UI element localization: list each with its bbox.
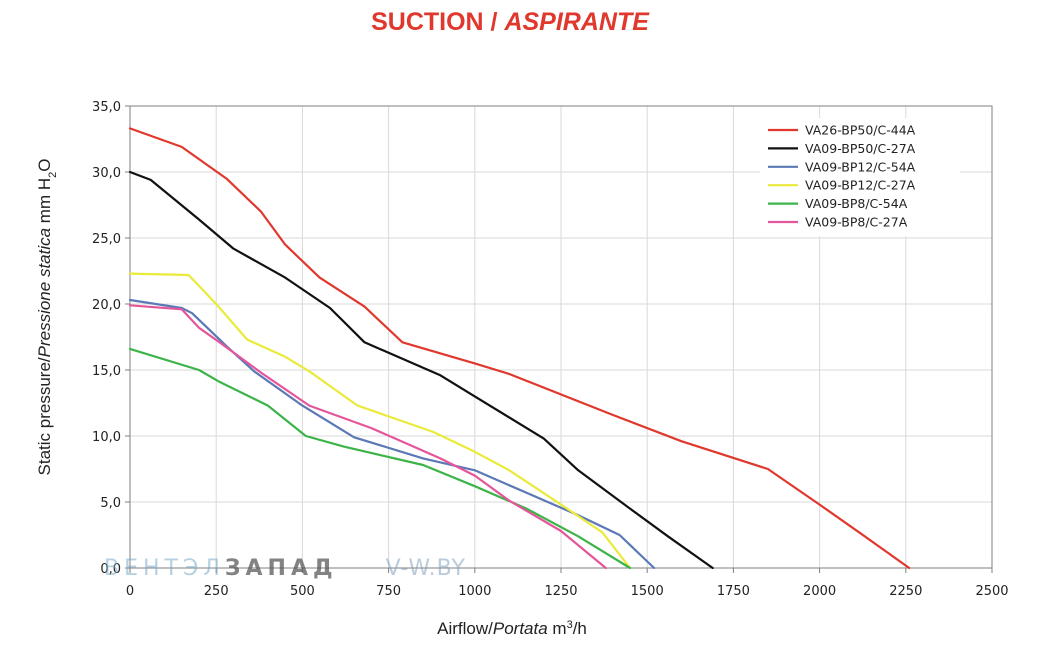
- y-tick-label: 35,0: [92, 100, 121, 115]
- series-line: [128, 170, 714, 570]
- legend-box: [760, 118, 960, 237]
- x-tick-label: 1500: [631, 584, 664, 599]
- x-tick-label: 2000: [803, 584, 836, 599]
- legend-label: VA09-BP12/C-27A: [805, 178, 916, 193]
- series-line: [128, 272, 632, 570]
- legend-label: VA09-BP8/C-54A: [805, 196, 908, 211]
- y-tick-label: 10,0: [92, 430, 121, 445]
- y-axis-title: Static pressure/Pressione statica mm H2O: [35, 159, 59, 476]
- series-lines: [128, 127, 911, 570]
- x-tick-label: 1750: [717, 584, 750, 599]
- x-tick-label: 2250: [889, 584, 922, 599]
- x-tick-label: 1250: [544, 584, 577, 599]
- y-tick-label: 30,0: [92, 166, 121, 181]
- x-tick-label: 1000: [458, 584, 491, 599]
- watermark-part3: V-W.BY: [385, 556, 466, 581]
- series-line: [128, 304, 607, 570]
- legend-label: VA09-BP8/C-27A: [805, 215, 908, 230]
- x-axis-title: Airflow/Portata m3/h: [437, 619, 587, 638]
- y-tick-label: 0,0: [100, 562, 121, 577]
- x-tick-label: 750: [376, 584, 401, 599]
- x-tick-label: 500: [290, 584, 315, 599]
- series-line: [128, 347, 632, 570]
- watermark-part2: ЗАПАД: [224, 556, 338, 581]
- chart-title: SUCTION / ASPIRANTE: [0, 8, 1020, 37]
- y-tick-label: 20,0: [92, 298, 121, 313]
- legend: VA26-BP50/C-44A VA09-BP50/C-27A VA09-BP12/…: [760, 118, 960, 237]
- title-separator: /: [483, 8, 505, 36]
- y-tick-label: 15,0: [92, 364, 121, 379]
- y-tick-label: 5,0: [100, 496, 121, 511]
- watermark-part1: ВЕНТЭЛ: [104, 556, 225, 581]
- legend-label: VA26-BP50/C-44A: [805, 123, 916, 138]
- y-axis-ticks: 0,0 5,0 10,0 15,0 20,0 25,0 30,0 35,0: [92, 100, 130, 577]
- watermark: ВЕНТЭЛЗАПАД V-W.BY: [104, 556, 466, 581]
- x-tick-label: 2500: [975, 584, 1008, 599]
- series-line: [128, 298, 656, 570]
- legend-label: VA09-BP12/C-54A: [805, 159, 916, 174]
- x-tick-label: 250: [204, 584, 229, 599]
- series-line: [128, 127, 911, 570]
- title-part2: ASPIRANTE: [504, 8, 649, 36]
- y-tick-label: 25,0: [92, 232, 121, 247]
- x-axis-ticks: 0 250 500 750 1000 1250 1500 1750 2000 2250 2500: [126, 568, 1009, 599]
- legend-label: VA09-BP50/C-27A: [805, 141, 916, 156]
- title-part1: SUCTION: [371, 8, 484, 36]
- x-tick-label: 0: [126, 584, 134, 599]
